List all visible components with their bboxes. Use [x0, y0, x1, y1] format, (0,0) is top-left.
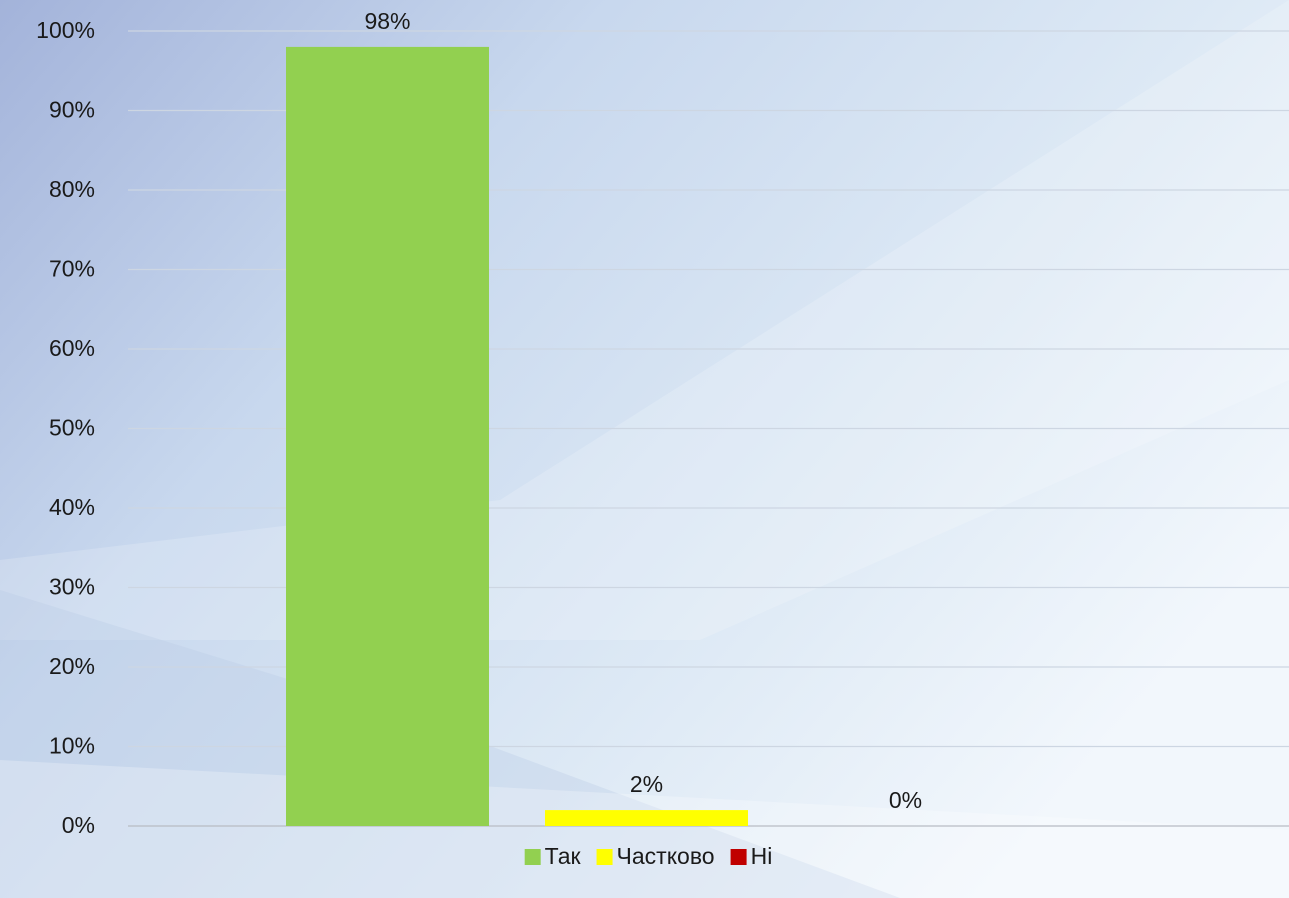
legend-swatch: [596, 849, 613, 865]
legend-swatch: [730, 849, 747, 865]
bar: [286, 46, 489, 826]
y-tick-label: 10%: [49, 733, 95, 759]
data-label: 2%: [630, 771, 663, 797]
y-tick-label: 100%: [36, 17, 95, 43]
y-tick-label: 60%: [49, 335, 95, 361]
data-label: 0%: [889, 787, 922, 813]
legend-swatch: [524, 849, 541, 865]
legend-label: Ні: [751, 843, 773, 869]
y-tick-label: 80%: [49, 176, 95, 202]
y-tick-label: 90%: [49, 97, 95, 123]
y-tick-label: 30%: [49, 574, 95, 600]
legend-label: Частково: [617, 843, 715, 869]
y-tick-label: 20%: [49, 653, 95, 679]
data-label: 98%: [364, 8, 410, 34]
y-tick-label: 0%: [62, 812, 95, 838]
y-tick-label: 70%: [49, 256, 95, 282]
legend-label: Так: [545, 843, 582, 869]
y-tick-label: 40%: [49, 494, 95, 520]
y-tick-label: 50%: [49, 415, 95, 441]
bar: [545, 810, 748, 826]
background-shape: [0, 0, 1289, 640]
